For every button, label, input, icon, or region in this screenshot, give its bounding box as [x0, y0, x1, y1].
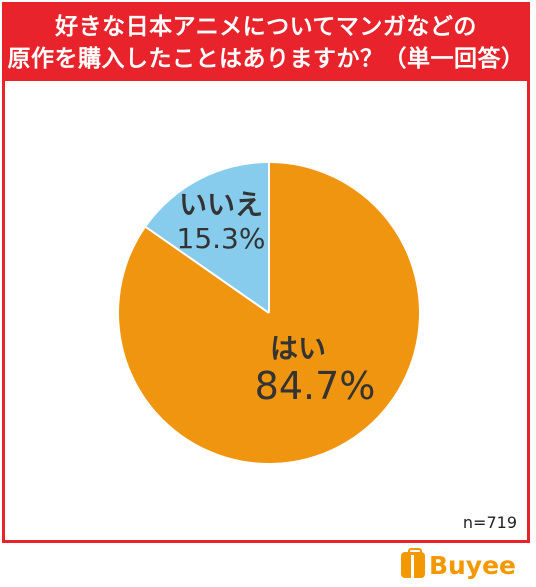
sample-size-label: n=719 [462, 513, 517, 532]
buyee-logo: Buyee [400, 548, 516, 582]
yes-slice-percent: 84.7% [255, 364, 376, 408]
chart-title: 好きな日本アニメについてマンガなどの 原作を購入したことはありますか？（単一回答… [5, 5, 527, 81]
pie-slice-no [146, 163, 269, 313]
yes-slice-label: はい [270, 332, 326, 365]
shopping-bag-icon [400, 548, 425, 578]
slice-divider [145, 226, 270, 314]
brand-name: Buyee [428, 550, 516, 580]
pie-chart: いいえ 15.3% はい 84.7% [119, 163, 420, 463]
title-line-2: 原作を購入したことはありますか？（単一回答） [7, 46, 525, 72]
title-line-1: 好きな日本アニメについてマンガなどの [55, 14, 477, 40]
no-slice-percent: 15.3% [177, 222, 266, 255]
no-slice-label: いいえ [179, 188, 263, 221]
chart-frame: 好きな日本アニメについてマンガなどの 原作を購入したことはありますか？（単一回答… [2, 2, 530, 543]
